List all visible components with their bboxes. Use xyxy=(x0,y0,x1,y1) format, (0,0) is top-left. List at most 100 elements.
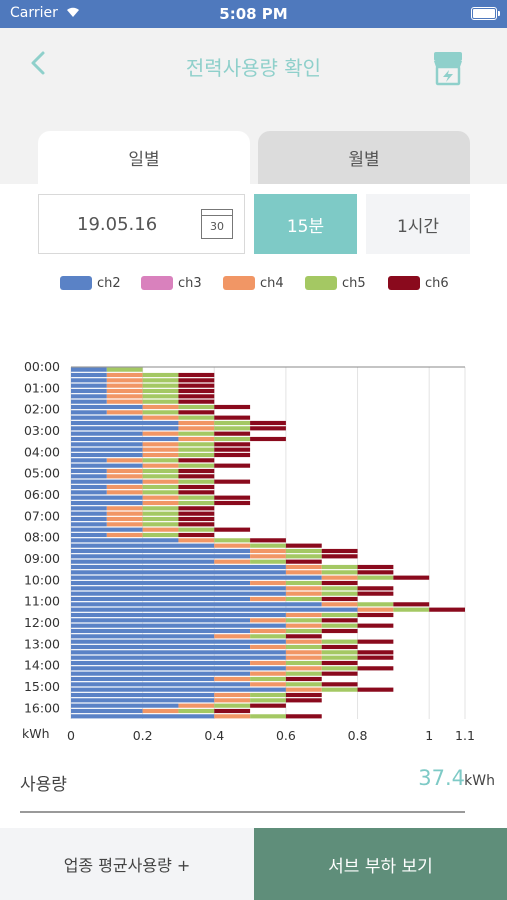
bar-ch6 xyxy=(285,543,322,548)
sub-load-label: 서브 부하 보기 xyxy=(328,856,433,877)
date-picker[interactable]: 19.05.16 30 xyxy=(38,194,245,254)
sub-load-button[interactable]: 서브 부하 보기 xyxy=(254,828,507,900)
bar-ch5 xyxy=(321,564,358,570)
bar-ch5 xyxy=(178,452,215,458)
bar-ch6 xyxy=(178,532,215,538)
bar-ch4 xyxy=(106,394,143,399)
bar-ch6 xyxy=(178,383,215,388)
interval-15min-button[interactable]: 15분 xyxy=(254,194,357,254)
bar-ch5 xyxy=(178,442,215,447)
bar-ch6 xyxy=(250,420,286,426)
bar-ch6 xyxy=(178,474,215,479)
bar-ch5 xyxy=(321,655,358,660)
y-tick-label: 10:00 xyxy=(24,572,60,587)
bar-ch5 xyxy=(285,580,322,586)
tab-daily[interactable]: 일별 xyxy=(38,131,250,184)
bar-ch6 xyxy=(357,612,394,618)
bar-ch6 xyxy=(178,388,215,394)
bar-ch4 xyxy=(285,623,322,628)
bar-ch5 xyxy=(178,708,215,714)
bar-ch2 xyxy=(71,650,286,655)
bar-ch2 xyxy=(71,543,215,548)
bar-ch6 xyxy=(357,650,394,655)
y-tick-label: 03:00 xyxy=(24,423,60,438)
bar-ch4 xyxy=(142,442,179,447)
bar-ch2 xyxy=(71,468,107,474)
bar-ch6 xyxy=(357,623,394,628)
bar-ch6 xyxy=(214,447,251,452)
x-axis-label: kWh xyxy=(22,726,50,741)
bar-ch5 xyxy=(357,602,394,607)
bar-ch5 xyxy=(285,548,322,554)
bar-ch6 xyxy=(285,714,322,719)
bar-ch2 xyxy=(71,639,286,644)
bar-ch2 xyxy=(71,628,251,634)
bar-ch4 xyxy=(250,660,286,666)
bar-ch2 xyxy=(71,436,179,442)
tab-monthly[interactable]: 월별 xyxy=(258,131,470,184)
bar-ch6 xyxy=(321,682,358,687)
bar-ch4 xyxy=(285,655,322,660)
bar-ch6 xyxy=(285,692,322,698)
legend-swatch xyxy=(388,276,420,290)
bar-ch4 xyxy=(285,612,322,618)
bar-ch2 xyxy=(71,532,107,538)
calendar-icon[interactable]: 30 xyxy=(201,209,233,239)
bar-ch4 xyxy=(250,628,286,634)
chevron-left-icon[interactable] xyxy=(26,50,52,76)
bar-ch4 xyxy=(214,692,251,698)
legend-item-ch6: ch6 xyxy=(388,274,449,292)
bar-ch2 xyxy=(71,383,107,388)
bar-ch6 xyxy=(250,436,286,442)
bar-ch2 xyxy=(71,516,107,522)
bar-ch6 xyxy=(178,522,215,527)
x-tick-label: 0.8 xyxy=(348,728,368,743)
legend-item-ch4: ch4 xyxy=(223,274,284,292)
bar-ch6 xyxy=(357,687,394,692)
bar-ch4 xyxy=(106,490,143,495)
bar-ch4 xyxy=(285,591,322,596)
bar-ch2 xyxy=(71,666,286,671)
bar-ch4 xyxy=(285,586,322,591)
bar-ch5 xyxy=(178,431,215,436)
x-tick-label: 0.4 xyxy=(204,728,224,743)
bar-ch2 xyxy=(71,623,286,628)
bar-ch2 xyxy=(71,692,215,698)
bar-ch6 xyxy=(321,596,358,602)
bar-ch5 xyxy=(214,436,251,442)
bar-ch5 xyxy=(142,410,179,415)
y-tick-label: 07:00 xyxy=(24,508,60,523)
bar-ch4 xyxy=(250,644,286,650)
usage-bar-chart: 00:00 01:00 02:00 03:00 04:00 05:00 06:00 07:00… xyxy=(22,359,475,743)
bar-ch2 xyxy=(71,372,107,378)
usage-value: 37.4 xyxy=(418,766,465,790)
bar-ch5 xyxy=(142,532,179,538)
bar-ch6 xyxy=(214,404,251,410)
bar-ch6 xyxy=(285,698,322,703)
bar-ch2 xyxy=(71,655,286,660)
bar-ch6 xyxy=(429,607,465,612)
bar-ch4 xyxy=(285,650,322,655)
bar-ch2 xyxy=(71,554,251,559)
industry-average-label: 업종 평균사용량 + xyxy=(63,856,191,875)
bar-ch4 xyxy=(214,634,251,639)
bar-ch5 xyxy=(285,618,322,623)
y-tick-label: 12:00 xyxy=(24,615,60,630)
bar-ch4 xyxy=(106,458,143,463)
bar-ch4 xyxy=(142,415,179,420)
legend-label: ch6 xyxy=(425,275,449,291)
bar-ch4 xyxy=(321,602,358,607)
bar-ch5 xyxy=(178,495,215,500)
x-tick-label: 1.1 xyxy=(455,728,475,743)
bar-ch4 xyxy=(321,575,358,580)
bar-ch2 xyxy=(71,506,107,511)
bar-ch2 xyxy=(71,538,179,543)
store-power-icon[interactable] xyxy=(428,48,468,88)
legend-label: ch3 xyxy=(178,275,202,291)
bar-ch4 xyxy=(285,639,322,644)
bar-ch5 xyxy=(250,559,286,564)
industry-average-button[interactable]: 업종 평균사용량 + xyxy=(0,828,254,900)
bar-ch4 xyxy=(250,548,286,554)
interval-1hour-button[interactable]: 1시간 xyxy=(366,194,470,254)
bar-ch4 xyxy=(142,500,179,506)
